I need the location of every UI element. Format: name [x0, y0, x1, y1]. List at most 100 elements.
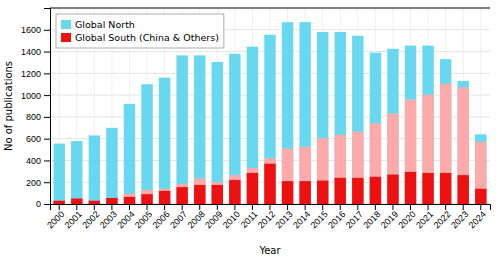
tick-label: 2008 [186, 209, 207, 230]
tick: 2009 [203, 204, 224, 230]
tick: 2013 [273, 204, 294, 230]
bar [264, 164, 275, 204]
tick: 2006 [151, 204, 172, 230]
bar [106, 198, 117, 204]
bar [106, 198, 117, 204]
tick-mark [44, 95, 50, 96]
tick-label: 1600 [21, 25, 41, 35]
bar [299, 22, 310, 204]
tick-label: 0 [36, 199, 41, 209]
bar [194, 55, 205, 204]
tick-label: 2019 [379, 209, 400, 230]
tick-mark [44, 182, 50, 183]
bar [282, 148, 293, 204]
tick: 0 [36, 199, 50, 209]
legend-frame [56, 14, 224, 48]
frame-line [50, 8, 490, 9]
legend-label: Global South (China & Others) [75, 32, 219, 43]
bar [106, 128, 117, 204]
tick: 2017 [344, 204, 365, 230]
tick-label: 2013 [273, 209, 294, 230]
tick: 2011 [239, 204, 260, 230]
bar [247, 47, 258, 204]
bar [212, 182, 223, 204]
tick: 600 [26, 134, 50, 144]
axis-line [51, 205, 491, 211]
bar [387, 49, 398, 204]
tick-label: 2012 [256, 209, 277, 230]
tick-label: 2005 [133, 209, 154, 230]
bar [89, 201, 100, 204]
bar [54, 201, 65, 204]
tick: 2010 [221, 204, 242, 230]
bar [282, 22, 293, 204]
bar [264, 158, 275, 204]
tick: 1400 [21, 47, 50, 57]
tick: 2023 [449, 204, 470, 230]
bar [405, 172, 416, 204]
bar [299, 181, 310, 204]
grid [50, 8, 490, 204]
bar [352, 178, 363, 204]
tick-label: 2016 [326, 209, 347, 230]
bar [475, 134, 486, 204]
bar [335, 32, 346, 204]
bar [352, 132, 363, 204]
axis-line [44, 9, 51, 205]
tick-label: 2024 [467, 209, 488, 230]
bar [141, 84, 152, 204]
chart: 2000200120022003200420052006200720082009… [0, 0, 500, 260]
bar [229, 54, 240, 204]
bar [317, 181, 328, 204]
legend-item: Global North [61, 19, 135, 30]
bar [458, 175, 469, 204]
tick-label: 2014 [291, 209, 312, 230]
tick-label: 800 [26, 112, 41, 122]
tick-mark [44, 52, 50, 53]
tick-label: 2021 [414, 209, 435, 230]
tick-label: 200 [26, 178, 41, 188]
tick-label: 1400 [21, 47, 41, 57]
tick-label: 2018 [361, 209, 382, 230]
bar [440, 59, 451, 204]
bar [247, 173, 258, 204]
tick: 1600 [21, 25, 50, 35]
legend-item: Global South (China & Others) [61, 32, 219, 43]
bar [370, 123, 381, 204]
tick: 2001 [63, 204, 84, 230]
bar [335, 135, 346, 204]
bar [475, 142, 486, 204]
tick-mark [44, 204, 50, 205]
tick: 2005 [133, 204, 154, 230]
tick: 800 [26, 112, 50, 122]
tick-label: 2022 [432, 209, 453, 230]
tick-mark [44, 160, 50, 161]
legend-label: Global North [75, 19, 135, 30]
tick: 2018 [361, 204, 382, 230]
bar [247, 168, 258, 204]
tick: 2022 [432, 204, 453, 230]
bar [458, 87, 469, 204]
tick-label: 1200 [21, 69, 41, 79]
bar [299, 147, 310, 204]
tick-mark [44, 73, 50, 74]
tick-label: 2011 [239, 209, 260, 230]
tick-label: 2001 [63, 209, 84, 230]
bar [71, 141, 82, 204]
bar [89, 201, 100, 204]
tick: 1200 [21, 69, 50, 79]
tick: 2004 [115, 204, 136, 230]
tick-label: 2020 [396, 209, 417, 230]
bar [124, 197, 135, 204]
bar [387, 175, 398, 204]
tick: 400 [26, 156, 50, 166]
bar [54, 201, 65, 204]
y-axis: 0 200 400 600 800 1000 1200 1400 1600 [21, 9, 51, 210]
bar [229, 180, 240, 204]
tick-label: 1000 [21, 90, 41, 100]
tick: 2020 [396, 204, 417, 230]
x-axis-title: Year [258, 245, 281, 256]
bar [71, 199, 82, 204]
bar [212, 185, 223, 204]
tick: 200 [26, 178, 50, 188]
